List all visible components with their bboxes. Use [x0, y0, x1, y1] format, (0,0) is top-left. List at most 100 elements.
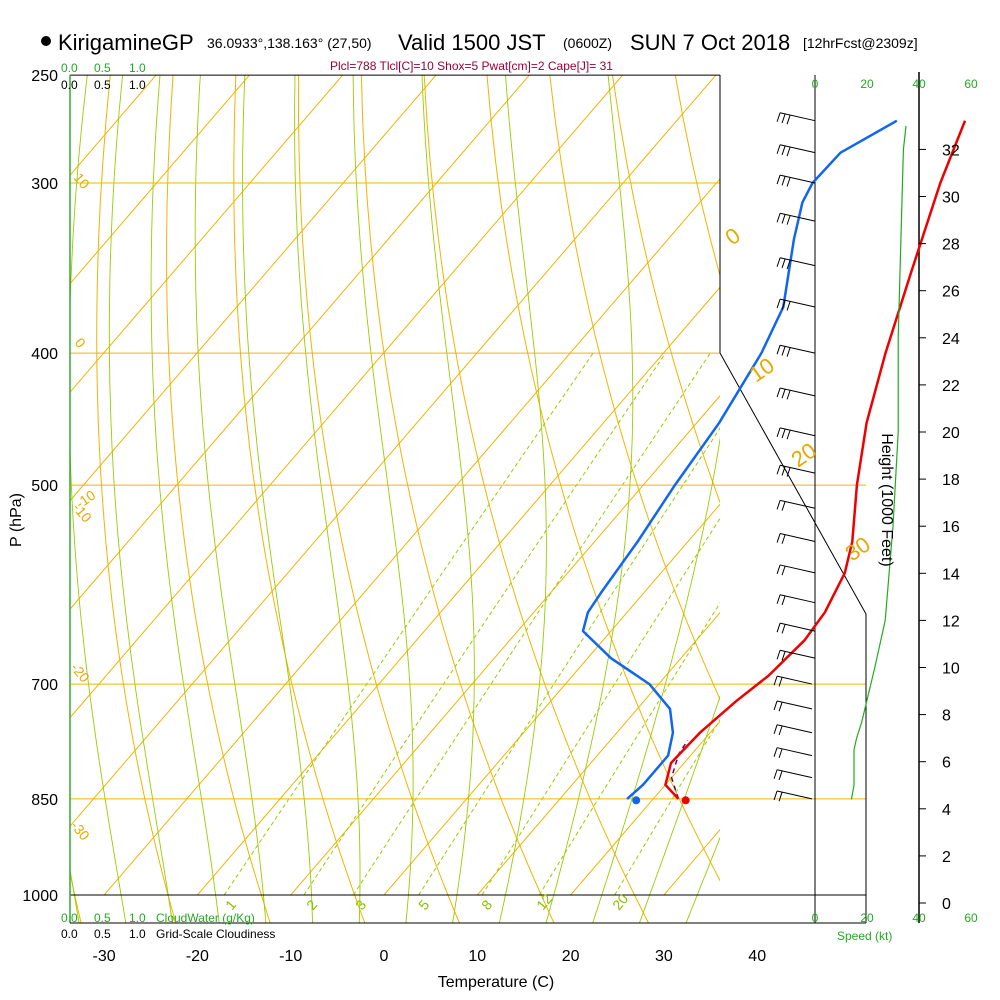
mixing-ratio-label: 8 — [478, 897, 495, 913]
wind-barb-icon — [776, 212, 816, 225]
moist-adiabat-line — [294, 75, 361, 923]
height-tick-label: 8 — [942, 708, 951, 725]
height-tick-label: 22 — [942, 378, 960, 395]
pressure-tick-label: 700 — [31, 677, 58, 694]
wind-barb-icon — [776, 622, 816, 634]
height-tick-label: 6 — [942, 755, 951, 772]
moist-adiabat-line — [498, 75, 547, 923]
wind-barb-icon — [776, 427, 816, 440]
parcel-layer — [670, 739, 689, 800]
pressure-tick-label: 850 — [31, 792, 58, 809]
temp-tick-label: -20 — [186, 948, 209, 965]
cloudiness-scale-bottom-1: 0.5 — [94, 927, 111, 941]
dry-adiabat-line — [360, 75, 555, 923]
dry-adiabat-label: -30 — [68, 818, 93, 844]
isotherm-line — [570, 720, 720, 896]
wind-barb-icon — [776, 112, 816, 125]
temp-tick-label: 40 — [748, 948, 766, 965]
valid-utc: (0600Z) — [563, 35, 612, 51]
cloudwater-scale-bottom-2: 1.0 — [129, 911, 146, 925]
speed-tick-label: 20 — [860, 77, 874, 91]
wind-barb-icon — [776, 533, 816, 544]
wind-barb-icon — [776, 174, 816, 187]
cloudiness-scale-bottom-0: 0.0 — [61, 927, 78, 941]
dry-adiabat-line — [486, 75, 720, 882]
temp-tick-label: 20 — [562, 948, 580, 965]
dry-adiabat-line — [989, 75, 1000, 924]
isotherm-line — [851, 75, 1000, 895]
height-tick-label: 4 — [942, 802, 951, 819]
valid-date: SUN 7 Oct 2018 — [630, 30, 790, 55]
pressure-tick-label: 1000 — [22, 888, 58, 905]
pressure-lines — [70, 74, 866, 896]
station-coords: 36.0933°,138.163° (27,50) — [207, 35, 372, 51]
moist-adiabat-line — [194, 75, 267, 923]
height-axis-title: Height (1000 Feet) — [878, 433, 895, 566]
profiles-layer — [581, 119, 967, 805]
dry-adiabat-line — [801, 75, 1000, 924]
speed-tick-label: 60 — [964, 77, 978, 91]
surface-temperature-point — [681, 796, 690, 805]
dry-adiabat-line — [297, 75, 460, 923]
dewpoint-profile-line — [581, 119, 898, 800]
wind-barb-icon — [776, 499, 816, 511]
moist-adiabat-line — [108, 75, 173, 923]
x-axis-title: Temperature (C) — [438, 974, 554, 991]
height-tick-label: 18 — [942, 472, 960, 489]
station-name: KirigamineGP — [58, 30, 194, 55]
isotherm-label: 30 — [841, 532, 875, 567]
stability-params: Plcl=788 Tlcl[C]=10 Shox=5 Pwat[cm]=2 Ca… — [330, 59, 613, 73]
temp-tick-label: 0 — [380, 948, 389, 965]
thermo-grid — [70, 75, 1000, 924]
isotherm-label: 0 — [721, 223, 745, 251]
dry-adiabat-line — [549, 75, 720, 701]
dry-adiabat-line — [233, 75, 366, 923]
station-marker-icon — [41, 36, 51, 46]
wind-barb-icon — [776, 649, 816, 661]
speed-tick-label: 60 — [964, 911, 978, 925]
speed-axis-title: Speed (kt) — [837, 929, 892, 943]
mixing-ratio-label: 5 — [415, 897, 432, 913]
isotherm-label: 20 — [787, 438, 821, 473]
cloudiness-title: Grid-Scale Cloudiness — [156, 927, 275, 941]
wind-panel-boundary — [719, 352, 867, 923]
height-tick-label: 30 — [942, 190, 960, 207]
cloudwater-scale-0: 0.0 — [61, 61, 78, 75]
mixing-ratio-line — [223, 352, 594, 896]
dry-adiabat-line — [612, 75, 720, 504]
wind-barbs — [773, 112, 816, 802]
height-tick-label: 28 — [942, 237, 960, 254]
isotherm-line — [476, 612, 720, 896]
height-tick-label: 2 — [942, 849, 951, 866]
wind-barb-icon — [773, 700, 813, 712]
parcel-trace-line — [670, 739, 689, 800]
cloudwater-title: CloudWater (g/Kg) — [156, 911, 255, 925]
moist-adiabat-line — [352, 75, 414, 923]
height-tick-label: 10 — [942, 661, 960, 678]
wind-barb-icon — [773, 675, 813, 687]
height-tick-label: 32 — [942, 142, 960, 159]
isotherm-line — [383, 503, 720, 896]
cloudiness-scale-2: 1.0 — [129, 78, 146, 92]
wind-barb-icon — [776, 387, 816, 400]
wind-barb-icon — [773, 724, 813, 736]
height-tick-label: 20 — [942, 425, 960, 442]
surface-dewpoint-point — [632, 796, 641, 805]
dry-adiabat-label: 0 — [72, 335, 89, 351]
pressure-tick-label: 250 — [31, 68, 58, 85]
mixing-ratio-label: 12 — [533, 891, 555, 913]
height-tick-label: 0 — [942, 896, 951, 913]
wind-barb-icon — [773, 790, 813, 802]
dry-adiabat-label: -20 — [68, 660, 93, 686]
speed-tick-label: 40 — [912, 77, 926, 91]
wind-barb-icon — [776, 594, 816, 606]
valid-time: Valid 1500 JST — [398, 30, 546, 55]
pressure-tick-label: 400 — [31, 346, 58, 363]
moist-adiabat-line — [592, 436, 720, 923]
mixing-ratio-line — [614, 718, 720, 896]
mixing-ratio-line — [538, 602, 720, 896]
cloudwater-scale-bottom-0: 0.0 — [61, 911, 78, 925]
wind-speed-line — [850, 125, 907, 800]
